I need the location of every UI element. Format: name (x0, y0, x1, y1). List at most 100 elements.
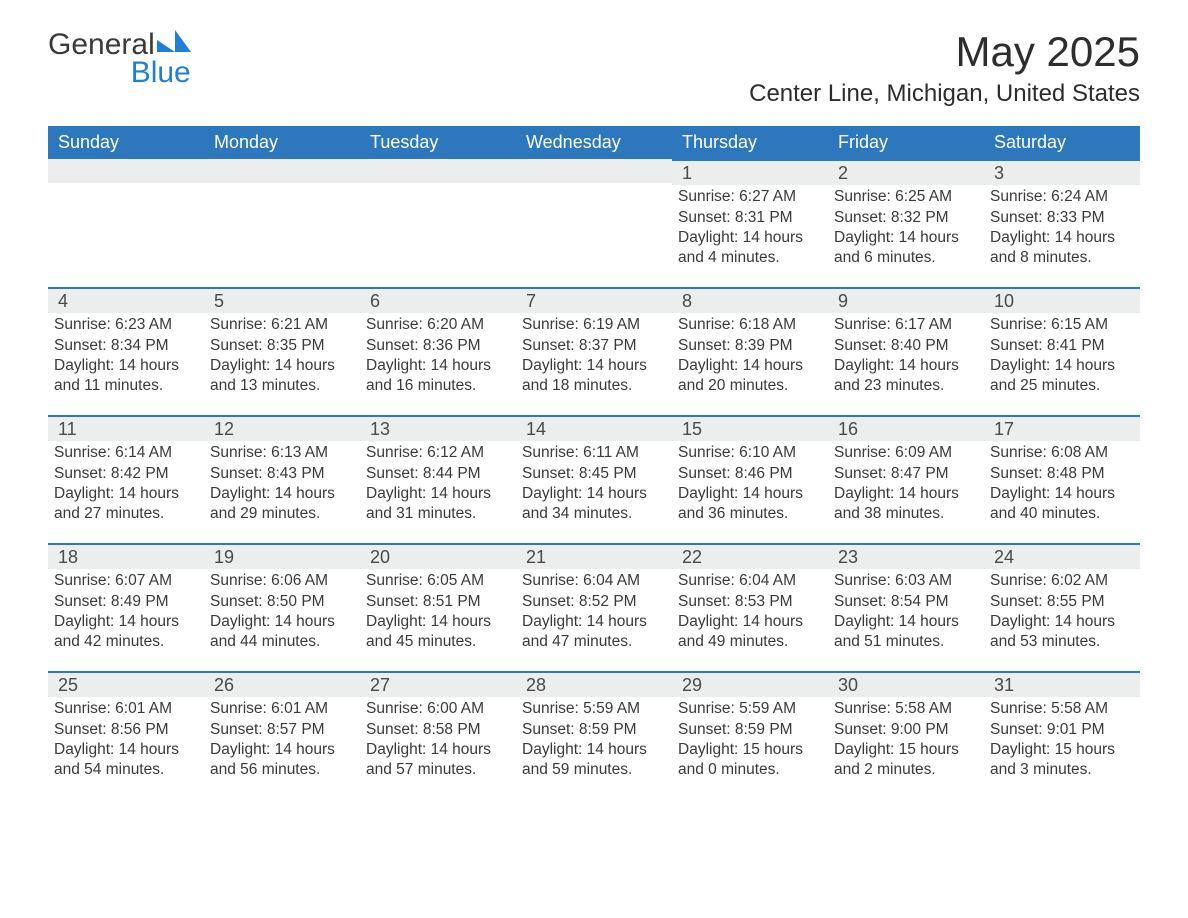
sunrise-text: Sunrise: 6:00 AM (366, 699, 506, 719)
day-cell: 28Sunrise: 5:59 AMSunset: 8:59 PMDayligh… (516, 671, 672, 799)
page: General Blue May 2025 Center Line, Michi… (0, 0, 1188, 839)
day-cell: 6Sunrise: 6:20 AMSunset: 8:36 PMDaylight… (360, 287, 516, 415)
day-details (516, 183, 672, 191)
day-number: 9 (828, 289, 984, 313)
calendar-cell: 24Sunrise: 6:02 AMSunset: 8:55 PMDayligh… (984, 543, 1140, 671)
sunrise-text: Sunrise: 6:14 AM (54, 443, 194, 463)
weekday-row: Sunday Monday Tuesday Wednesday Thursday… (48, 126, 1140, 159)
day-number: 3 (984, 161, 1140, 185)
daylight-text: Daylight: 14 hours and 59 minutes. (522, 740, 662, 781)
sunrise-text: Sunrise: 6:07 AM (54, 571, 194, 591)
day-details (48, 183, 204, 191)
calendar-cell: 26Sunrise: 6:01 AMSunset: 8:57 PMDayligh… (204, 671, 360, 799)
day-number: 4 (48, 289, 204, 313)
day-cell: 3Sunrise: 6:24 AMSunset: 8:33 PMDaylight… (984, 159, 1140, 287)
calendar-week-row: 4Sunrise: 6:23 AMSunset: 8:34 PMDaylight… (48, 287, 1140, 415)
sunset-text: Sunset: 8:48 PM (990, 464, 1130, 484)
calendar-cell: 20Sunrise: 6:05 AMSunset: 8:51 PMDayligh… (360, 543, 516, 671)
daylight-text: Daylight: 14 hours and 16 minutes. (366, 356, 506, 397)
sunset-text: Sunset: 8:42 PM (54, 464, 194, 484)
day-cell: 12Sunrise: 6:13 AMSunset: 8:43 PMDayligh… (204, 415, 360, 543)
calendar-head: Sunday Monday Tuesday Wednesday Thursday… (48, 126, 1140, 159)
sunset-text: Sunset: 8:33 PM (990, 208, 1130, 228)
sunrise-text: Sunrise: 6:23 AM (54, 315, 194, 335)
calendar-week-row: 1Sunrise: 6:27 AMSunset: 8:31 PMDaylight… (48, 159, 1140, 287)
sunset-text: Sunset: 8:36 PM (366, 336, 506, 356)
daylight-text: Daylight: 14 hours and 27 minutes. (54, 484, 194, 525)
sunset-text: Sunset: 8:55 PM (990, 592, 1130, 612)
daylight-text: Daylight: 15 hours and 2 minutes. (834, 740, 974, 781)
day-details: Sunrise: 6:23 AMSunset: 8:34 PMDaylight:… (48, 313, 204, 403)
day-details: Sunrise: 6:15 AMSunset: 8:41 PMDaylight:… (984, 313, 1140, 403)
sunset-text: Sunset: 8:39 PM (678, 336, 818, 356)
sunrise-text: Sunrise: 6:15 AM (990, 315, 1130, 335)
day-cell: 10Sunrise: 6:15 AMSunset: 8:41 PMDayligh… (984, 287, 1140, 415)
daylight-text: Daylight: 14 hours and 11 minutes. (54, 356, 194, 397)
sunrise-text: Sunrise: 6:01 AM (210, 699, 350, 719)
day-details: Sunrise: 6:09 AMSunset: 8:47 PMDaylight:… (828, 441, 984, 531)
day-cell: 16Sunrise: 6:09 AMSunset: 8:47 PMDayligh… (828, 415, 984, 543)
day-cell (48, 159, 204, 287)
month-title: May 2025 (749, 30, 1140, 74)
day-cell: 25Sunrise: 6:01 AMSunset: 8:56 PMDayligh… (48, 671, 204, 799)
weekday-header: Sunday (48, 126, 204, 159)
daylight-text: Daylight: 14 hours and 8 minutes. (990, 228, 1130, 269)
calendar-cell: 14Sunrise: 6:11 AMSunset: 8:45 PMDayligh… (516, 415, 672, 543)
sunset-text: Sunset: 8:50 PM (210, 592, 350, 612)
calendar-cell: 10Sunrise: 6:15 AMSunset: 8:41 PMDayligh… (984, 287, 1140, 415)
sunrise-text: Sunrise: 5:58 AM (990, 699, 1130, 719)
day-details: Sunrise: 6:13 AMSunset: 8:43 PMDaylight:… (204, 441, 360, 531)
calendar-cell: 28Sunrise: 5:59 AMSunset: 8:59 PMDayligh… (516, 671, 672, 799)
daylight-text: Daylight: 14 hours and 36 minutes. (678, 484, 818, 525)
day-cell: 21Sunrise: 6:04 AMSunset: 8:52 PMDayligh… (516, 543, 672, 671)
weekday-header: Monday (204, 126, 360, 159)
calendar-cell: 23Sunrise: 6:03 AMSunset: 8:54 PMDayligh… (828, 543, 984, 671)
daylight-text: Daylight: 14 hours and 47 minutes. (522, 612, 662, 653)
day-cell: 29Sunrise: 5:59 AMSunset: 8:59 PMDayligh… (672, 671, 828, 799)
day-cell: 19Sunrise: 6:06 AMSunset: 8:50 PMDayligh… (204, 543, 360, 671)
calendar-cell (360, 159, 516, 287)
sunset-text: Sunset: 8:59 PM (678, 720, 818, 740)
sunrise-text: Sunrise: 6:08 AM (990, 443, 1130, 463)
day-cell: 20Sunrise: 6:05 AMSunset: 8:51 PMDayligh… (360, 543, 516, 671)
daylight-text: Daylight: 14 hours and 54 minutes. (54, 740, 194, 781)
day-details: Sunrise: 6:04 AMSunset: 8:53 PMDaylight:… (672, 569, 828, 659)
sunset-text: Sunset: 8:31 PM (678, 208, 818, 228)
day-number: 30 (828, 673, 984, 697)
calendar-cell: 27Sunrise: 6:00 AMSunset: 8:58 PMDayligh… (360, 671, 516, 799)
day-number: 19 (204, 545, 360, 569)
daylight-text: Daylight: 14 hours and 23 minutes. (834, 356, 974, 397)
day-details: Sunrise: 5:59 AMSunset: 8:59 PMDaylight:… (672, 697, 828, 787)
daylight-text: Daylight: 14 hours and 38 minutes. (834, 484, 974, 525)
calendar-cell: 3Sunrise: 6:24 AMSunset: 8:33 PMDaylight… (984, 159, 1140, 287)
calendar-cell: 29Sunrise: 5:59 AMSunset: 8:59 PMDayligh… (672, 671, 828, 799)
calendar-cell: 21Sunrise: 6:04 AMSunset: 8:52 PMDayligh… (516, 543, 672, 671)
calendar-cell: 11Sunrise: 6:14 AMSunset: 8:42 PMDayligh… (48, 415, 204, 543)
calendar-cell: 18Sunrise: 6:07 AMSunset: 8:49 PMDayligh… (48, 543, 204, 671)
sunrise-text: Sunrise: 6:02 AM (990, 571, 1130, 591)
calendar-cell (204, 159, 360, 287)
day-cell: 14Sunrise: 6:11 AMSunset: 8:45 PMDayligh… (516, 415, 672, 543)
logo-text-block: General Blue (48, 30, 191, 88)
day-number: 14 (516, 417, 672, 441)
logo-mark-icon (157, 30, 191, 57)
day-number: 27 (360, 673, 516, 697)
day-number: 23 (828, 545, 984, 569)
sunset-text: Sunset: 8:35 PM (210, 336, 350, 356)
day-details: Sunrise: 6:12 AMSunset: 8:44 PMDaylight:… (360, 441, 516, 531)
logo: General Blue (48, 30, 191, 88)
calendar-week-row: 11Sunrise: 6:14 AMSunset: 8:42 PMDayligh… (48, 415, 1140, 543)
day-cell: 18Sunrise: 6:07 AMSunset: 8:49 PMDayligh… (48, 543, 204, 671)
day-cell: 27Sunrise: 6:00 AMSunset: 8:58 PMDayligh… (360, 671, 516, 799)
daylight-text: Daylight: 14 hours and 29 minutes. (210, 484, 350, 525)
day-details: Sunrise: 6:08 AMSunset: 8:48 PMDaylight:… (984, 441, 1140, 531)
sunset-text: Sunset: 8:45 PM (522, 464, 662, 484)
title-block: May 2025 Center Line, Michigan, United S… (749, 30, 1140, 120)
calendar-table: Sunday Monday Tuesday Wednesday Thursday… (48, 126, 1140, 799)
day-number: 11 (48, 417, 204, 441)
day-number: 13 (360, 417, 516, 441)
day-details: Sunrise: 6:03 AMSunset: 8:54 PMDaylight:… (828, 569, 984, 659)
sunrise-text: Sunrise: 6:09 AM (834, 443, 974, 463)
weekday-header: Saturday (984, 126, 1140, 159)
sunrise-text: Sunrise: 6:04 AM (678, 571, 818, 591)
